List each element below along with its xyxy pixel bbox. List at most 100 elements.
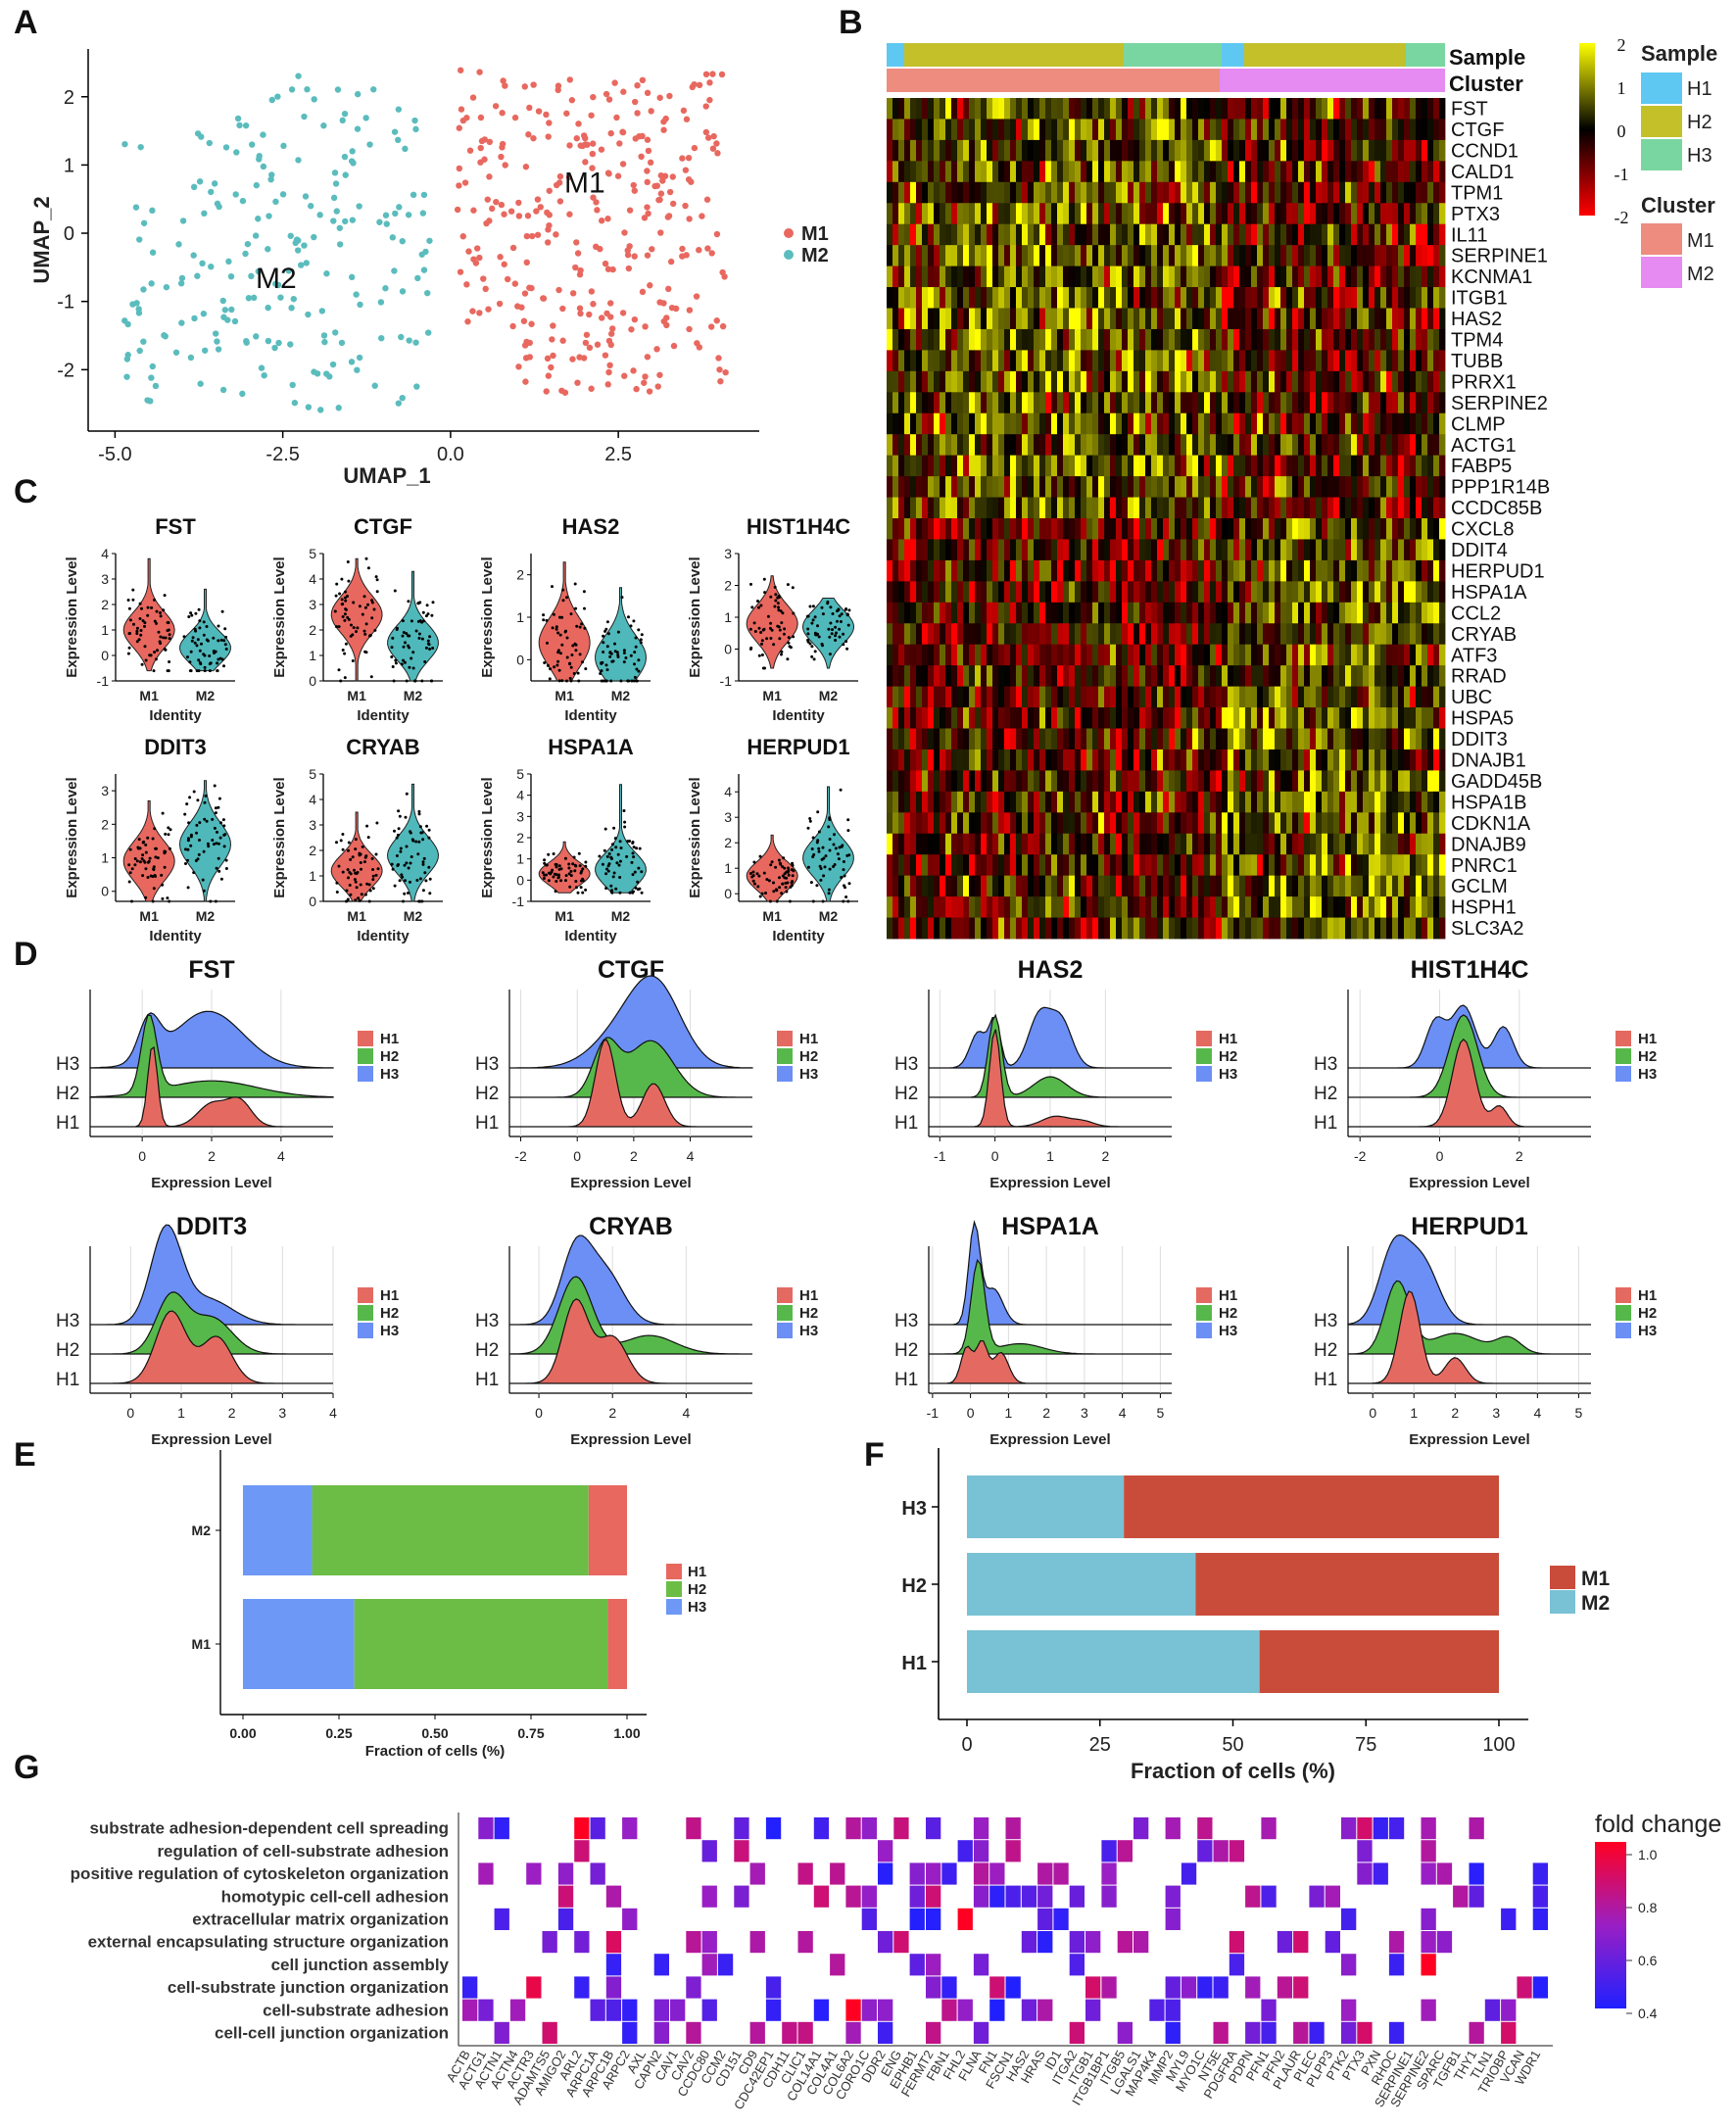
- heatmap-cell: [1016, 412, 1023, 435]
- violin-point: [127, 646, 131, 650]
- heatmap-cell: [1269, 665, 1276, 687]
- heatmap-cell: [1022, 917, 1029, 940]
- heatmap-cell: [1327, 518, 1334, 540]
- heatmap-cell: [1286, 328, 1293, 351]
- heatmap-gene-actg1: ACTG1: [1451, 435, 1517, 457]
- heatmap-cell: [1404, 623, 1411, 646]
- heatmap-cell: [1145, 181, 1152, 204]
- heatmap-cell: [1057, 497, 1064, 519]
- heatmap-cell: [1410, 833, 1417, 855]
- violin-point: [355, 630, 358, 634]
- violin-y-tick-label: 2: [309, 622, 316, 638]
- heatmap-cell: [940, 623, 946, 646]
- heatmap-cell: [1104, 245, 1111, 266]
- umap-point-m1: [574, 250, 582, 257]
- heatmap-cell: [922, 707, 929, 729]
- heatmap-cell: [945, 392, 952, 414]
- heatmap-cell: [934, 707, 940, 729]
- heatmap-cell: [1181, 434, 1187, 457]
- heatmap-cell: [945, 791, 952, 813]
- heatmap-cell: [1228, 434, 1234, 457]
- heatmap-cell: [1075, 518, 1082, 540]
- heatmap-cell: [1222, 581, 1229, 604]
- umap-point-m1: [556, 172, 564, 180]
- heatmap-cell: [1233, 749, 1240, 771]
- heatmap-cell: [1163, 917, 1170, 940]
- heatmap-cell: [1363, 644, 1370, 666]
- heatmap-cell: [1416, 686, 1423, 708]
- heatmap-cell: [1333, 770, 1340, 793]
- umap-point-m2: [280, 142, 287, 150]
- heatmap-cell: [1139, 98, 1146, 120]
- heatmap-cell: [1439, 497, 1446, 519]
- heatmap-cell: [969, 707, 976, 729]
- heatmap-cell: [1228, 665, 1234, 687]
- heatmap-cell: [916, 581, 923, 604]
- heatmap-cell: [1351, 581, 1358, 604]
- heatmap-cell: [1075, 455, 1082, 477]
- heatmap-cell: [1298, 119, 1305, 141]
- heatmap-cell: [1316, 308, 1323, 330]
- heatmap-cell: [1039, 223, 1046, 246]
- heatmap-cell: [981, 370, 988, 393]
- umap-point-m1: [619, 161, 627, 168]
- heatmap-cell: [1275, 287, 1281, 309]
- heatmap-cell: [1210, 308, 1217, 330]
- heatmap-cell: [1380, 917, 1387, 940]
- heatmap-cell: [987, 497, 993, 519]
- violin-point: [127, 632, 131, 636]
- heatmap-cell: [975, 896, 982, 918]
- heatmap-cell: [1186, 328, 1193, 351]
- heatmap-cell: [1369, 181, 1375, 204]
- colorbar-tick-label: 1: [1617, 78, 1626, 98]
- heatmap-cell: [922, 392, 929, 414]
- heatmap-cell: [1010, 686, 1017, 708]
- violin-point: [756, 600, 759, 603]
- heatmap-cell: [963, 602, 970, 624]
- heatmap-cell: [1210, 370, 1217, 393]
- heatmap-cell: [1339, 707, 1346, 729]
- umap-point-m1: [682, 167, 690, 173]
- violin-point: [780, 621, 784, 625]
- cluster-legend-label-m1: M1: [1687, 230, 1714, 252]
- violin-y-tick-label: 3: [101, 571, 109, 587]
- heatmap-cell: [1345, 707, 1352, 729]
- heatmap-cell: [1192, 412, 1199, 435]
- heatmap-cell: [898, 539, 905, 561]
- heatmap-cell: [1181, 854, 1187, 877]
- heatmap-cell: [1051, 749, 1058, 771]
- heatmap-cell: [1128, 370, 1134, 393]
- violin-point: [557, 679, 561, 683]
- heatmap-cell: [969, 119, 976, 141]
- heatmap-cell: [1374, 266, 1381, 288]
- heatmap-cell: [1139, 497, 1146, 519]
- heatmap-cell: [1128, 707, 1134, 729]
- heatmap-cell: [1298, 518, 1305, 540]
- heatmap-cell: [1374, 539, 1381, 561]
- violin-point: [555, 663, 559, 667]
- heatmap-cell: [1439, 854, 1446, 877]
- heatmap-cell: [928, 245, 935, 266]
- heatmap-cell: [1345, 559, 1352, 582]
- violin-point: [808, 642, 812, 646]
- heatmap-cell: [1133, 707, 1140, 729]
- heatmap-cell: [1404, 287, 1411, 309]
- heatmap-cell: [1228, 181, 1234, 204]
- heatmap-cell: [1133, 350, 1140, 372]
- heatmap-cell: [1075, 181, 1082, 204]
- heatmap-cell: [1016, 623, 1023, 646]
- heatmap-cell: [1186, 875, 1193, 897]
- heatmap-cell: [1157, 287, 1164, 309]
- heatmap-cell: [1280, 539, 1287, 561]
- heatmap-cell: [1010, 392, 1017, 414]
- heatmap-cell: [1175, 98, 1181, 120]
- umap-point-m2: [222, 144, 230, 151]
- heatmap-cell: [1333, 644, 1340, 666]
- heatmap-cell: [934, 728, 940, 750]
- heatmap-cell: [1086, 854, 1093, 877]
- heatmap-cell: [1275, 812, 1281, 835]
- heatmap-cell: [1280, 287, 1287, 309]
- violin-point: [198, 626, 202, 630]
- heatmap-cell: [969, 896, 976, 918]
- heatmap-cell: [1339, 203, 1346, 225]
